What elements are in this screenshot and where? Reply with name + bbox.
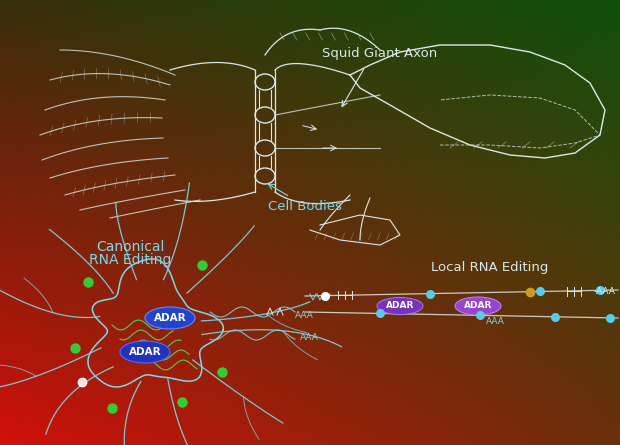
Ellipse shape [455, 297, 501, 315]
Text: ADAR: ADAR [386, 302, 414, 311]
Text: Local RNA Editing: Local RNA Editing [432, 262, 549, 275]
Text: AAA: AAA [300, 333, 319, 343]
Text: RNA Editing: RNA Editing [89, 253, 171, 267]
Text: Squid Giant Axon: Squid Giant Axon [322, 47, 438, 60]
Text: Canonical: Canonical [96, 240, 164, 254]
Ellipse shape [120, 341, 170, 363]
Text: ADAR: ADAR [154, 313, 187, 323]
Ellipse shape [377, 298, 423, 315]
Text: -AAA: -AAA [594, 287, 616, 295]
Text: AAA: AAA [295, 311, 314, 320]
Text: AAA: AAA [485, 316, 505, 325]
Text: ADAR: ADAR [129, 347, 161, 357]
Text: Cell Bodies: Cell Bodies [268, 200, 342, 213]
Text: ADAR: ADAR [464, 302, 492, 311]
Ellipse shape [145, 307, 195, 329]
